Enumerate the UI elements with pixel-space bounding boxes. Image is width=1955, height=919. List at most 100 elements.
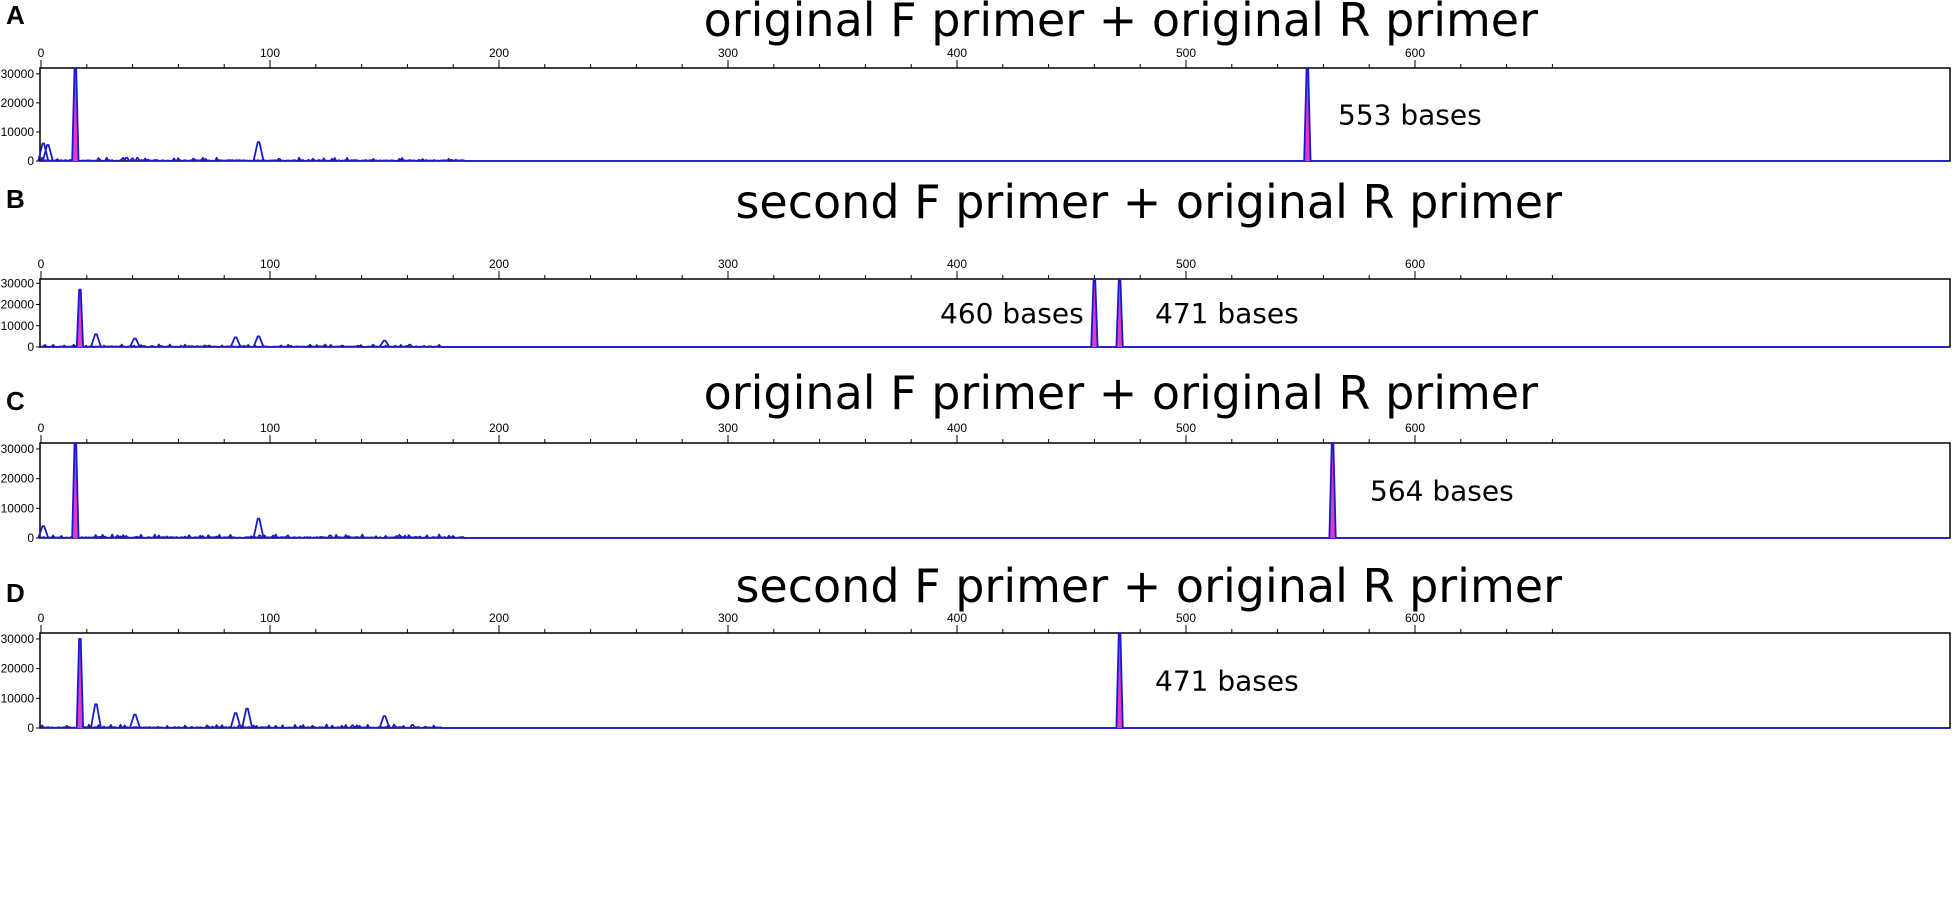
peak-fill [1304,68,1311,161]
peak [71,442,80,539]
peak [90,333,102,348]
x-tick-label: 600 [1405,257,1425,271]
y-tick-label: 20000 [1,662,35,676]
peak [90,703,102,729]
plot-frame [39,67,1951,162]
x-tick-label: 200 [489,421,509,435]
x-tick-label: 100 [260,46,280,60]
x-tick-label: 400 [947,421,967,435]
x-tick-label: 300 [718,46,738,60]
peak [1115,632,1124,729]
x-tick-label: 600 [1405,611,1425,625]
peak-fill [1116,633,1123,728]
peak [378,339,391,348]
panel-title: second F primer + original R primer [735,175,1562,229]
x-tick-label: 300 [718,611,738,625]
peak-fill [72,68,79,161]
peak-fill [76,638,84,728]
plot-frame [39,632,1951,729]
x-tick-label: 500 [1176,611,1196,625]
panel-title: second F primer + original R primer [735,559,1562,613]
y-tick-label: 10000 [1,319,35,333]
x-tick-label: 200 [489,46,509,60]
y-tick-label: 10000 [1,501,35,515]
x-tick-label: 500 [1176,421,1196,435]
peak [75,288,85,348]
y-tick-label: 10000 [1,691,35,705]
x-tick-label: 600 [1405,421,1425,435]
y-tick-label: 30000 [1,632,35,646]
peak-fill [76,289,84,347]
peak [252,517,265,539]
x-tick-label: 0 [38,611,45,625]
peak [129,713,141,729]
peak [229,712,242,729]
x-tick-label: 500 [1176,46,1196,60]
x-tick-label: 300 [718,421,738,435]
x-tick-label: 100 [260,421,280,435]
peak [71,67,80,162]
plot-frame [39,278,1951,348]
y-tick-label: 0 [27,340,34,354]
x-tick-label: 600 [1405,46,1425,60]
peak [252,335,265,348]
y-tick-label: 20000 [1,298,35,312]
fragment-size-label: 471 bases [1155,665,1299,698]
x-tick-label: 0 [38,421,45,435]
peak-fill [1091,279,1098,347]
peak [229,336,242,348]
peak [37,525,50,539]
y-tick-label: 10000 [1,125,35,139]
plot-frame [39,442,1951,539]
peak [1328,442,1337,539]
y-tick-label: 20000 [1,96,35,110]
peak [252,141,265,162]
x-tick-label: 300 [718,257,738,271]
y-tick-label: 20000 [1,472,35,486]
peak-fill [72,443,79,538]
x-tick-label: 0 [38,257,45,271]
fragment-size-label: 471 bases [1155,297,1299,330]
y-tick-label: 30000 [1,276,35,290]
y-tick-label: 0 [27,721,34,735]
baseline-trace [40,343,1948,348]
peak [37,142,50,162]
fragment-size-label: 553 bases [1338,99,1482,132]
y-tick-label: 30000 [1,67,35,81]
x-tick-label: 200 [489,611,509,625]
y-tick-label: 0 [27,154,34,168]
x-tick-label: 0 [38,46,45,60]
peak-fill [1329,443,1336,538]
panel-letter: B [6,184,25,214]
peak [1303,67,1312,162]
fragment-size-label: 460 bases [940,297,1084,330]
x-tick-label: 200 [489,257,509,271]
peak [241,707,253,729]
y-tick-label: 30000 [1,442,35,456]
panel-title: original F primer + original R primer [704,0,1538,47]
peak [1115,278,1124,348]
x-tick-label: 400 [947,611,967,625]
x-tick-label: 100 [260,611,280,625]
x-tick-label: 400 [947,257,967,271]
peak [75,638,85,729]
panel-letter: D [6,578,25,608]
peak-fill [1116,279,1123,347]
peak [41,144,54,162]
fragment-size-label: 564 bases [1370,475,1514,508]
x-tick-label: 100 [260,257,280,271]
peak [1090,278,1099,348]
x-tick-label: 500 [1176,257,1196,271]
panel-letter: C [6,386,25,416]
panel-title: original F primer + original R primer [704,366,1538,420]
peak [129,337,141,348]
peak [378,715,391,729]
x-tick-label: 400 [947,46,967,60]
y-tick-label: 0 [27,531,34,545]
panel-letter: A [6,0,25,30]
